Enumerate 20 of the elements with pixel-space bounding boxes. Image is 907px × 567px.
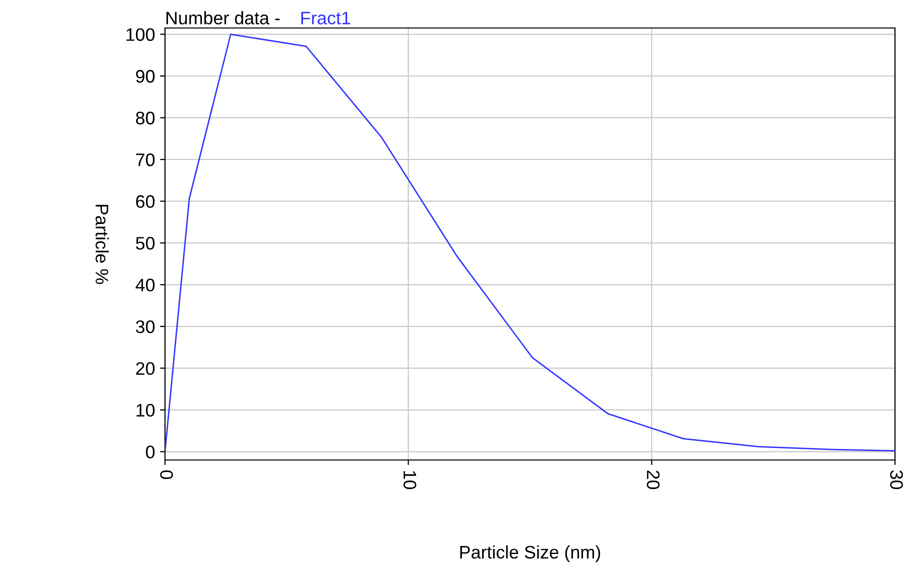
y-tick-label: 90	[136, 70, 155, 83]
chart-title: Number data -	[166, 11, 280, 24]
x-tick-label: 20	[646, 470, 660, 490]
y-tick-label: 60	[136, 195, 155, 208]
y-axis-title: Particle %	[96, 204, 109, 284]
y-tick-label: 80	[136, 112, 155, 124]
y-tick-label: 0	[146, 446, 155, 458]
y-tick-label: 20	[136, 362, 155, 375]
x-tick-label: 10	[403, 471, 416, 490]
x-tick-label: 0	[160, 470, 173, 480]
y-tick-label: 70	[136, 153, 155, 166]
x-tick-label: 30	[890, 470, 903, 490]
y-tick-label: 10	[136, 404, 155, 417]
y-tick-label: 30	[136, 320, 155, 334]
y-tick-label: 50	[136, 236, 155, 250]
y-tick-label: 40	[136, 278, 155, 292]
line-series	[165, 34, 895, 452]
series-label: Fract1	[301, 12, 350, 24]
x-axis-title: Particle Size (nm)	[460, 545, 600, 562]
y-tick-label: 100	[126, 28, 155, 41]
